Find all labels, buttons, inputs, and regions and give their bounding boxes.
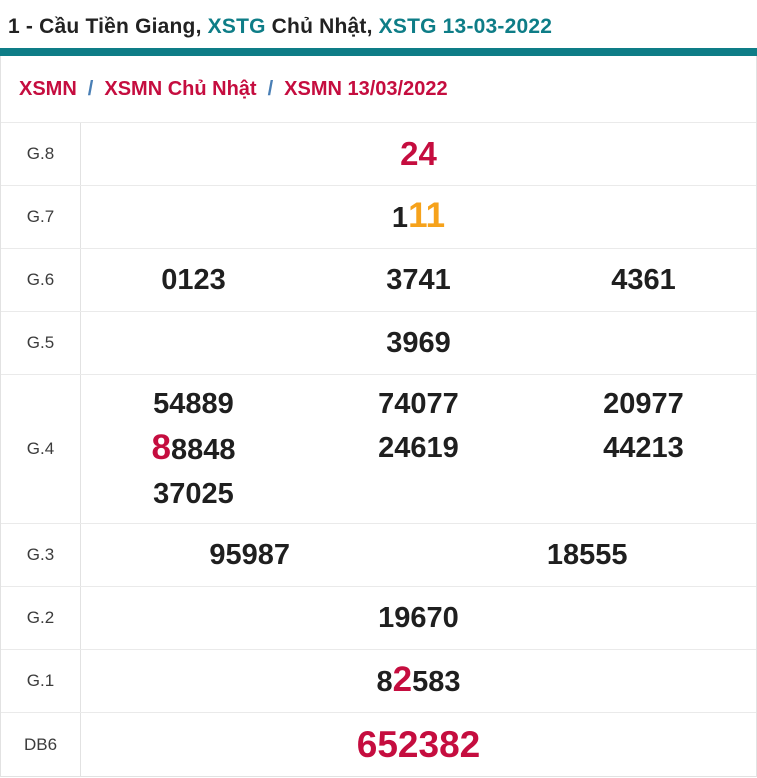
prize-label-g3: G.3 [1,524,81,586]
prize-label-g2: G.2 [1,587,81,649]
prize-value: 54889 [81,382,306,426]
prize-value: 95987 [81,533,419,577]
prize-value-line: 0123 3741 4361 [81,258,756,302]
results-table: XSMN / XSMN Chủ Nhật / XSMN 13/03/2022 G… [0,56,757,777]
page-title: 1 - Cầu Tiền Giang, XSTG Chủ Nhật, XSTG … [0,0,757,48]
digit-segment: 44213 [603,432,684,464]
prize-value-line: 88848 24619 44213 [81,426,756,472]
digit-segment: 18555 [546,539,628,571]
prize-values-g4: 54889 74077 20977 88848 24619 44213 37025 [81,375,756,523]
prize-label-g1: G.1 [1,650,81,712]
prize-values-g6: 0123 3741 4361 [81,249,756,311]
prize-value-line: 54889 74077 20977 [81,382,756,426]
digit-segment: 95987 [209,539,291,571]
digit-segment: 24619 [378,432,459,464]
highlight-digit: 24 [400,135,437,172]
breadcrumb-link-xsmn-chu-nhat[interactable]: XSMN Chủ Nhật [104,77,257,100]
digit-segment: 0123 [161,264,226,296]
digit-segment: 54889 [153,388,234,420]
digit-segment: 20977 [603,388,684,420]
digit-segment: 19670 [378,602,459,634]
prize-row-g3: G.3 95987 18555 [1,524,756,587]
digit-segment: 583 [412,666,461,698]
prize-values-db6: 652382 [81,713,756,776]
prize-value: 111 [81,194,756,240]
prize-rows: G.8 24 G.7 111 G.6 0123 3741 4361 G.5 3969 G.4 5488… [1,123,756,776]
prize-value-line: 111 [81,194,756,240]
highlight-digit: 11 [408,196,446,235]
prize-row-g5: G.5 3969 [1,312,756,375]
prize-values-g1: 82583 [81,650,756,712]
prize-row-db6: DB6 652382 [1,713,756,776]
prize-values-g7: 111 [81,186,756,248]
prize-value: 652382 [81,721,756,769]
prize-value: 20977 [531,382,756,426]
prize-label-g6: G.6 [1,249,81,311]
digit-segment: 1 [391,202,409,234]
prize-value [531,472,756,516]
prize-label-g4: G.4 [1,375,81,523]
breadcrumb-separator: / [87,77,94,100]
prize-values-g2: 19670 [81,587,756,649]
prize-label-db6: DB6 [1,713,81,776]
page-title-part-highlight: XSTG [207,15,266,38]
prize-value-line: 37025 [81,472,756,516]
prize-value: 18555 [419,533,757,577]
prize-values-g5: 3969 [81,312,756,374]
prize-value-line: 19670 [81,596,756,640]
prize-value [306,472,531,516]
prize-value: 37025 [81,472,306,516]
prize-value: 0123 [81,258,306,302]
prize-value-line: 3969 [81,321,756,365]
prize-value: 82583 [81,658,756,704]
prize-value: 24 [81,132,756,176]
prize-row-g4: G.4 54889 74077 20977 88848 24619 44213 37025 [1,375,756,524]
prize-value-line: 95987 18555 [81,533,756,577]
prize-value-line: 24 [81,132,756,176]
digit-segment: 37025 [153,478,234,510]
prize-value: 88848 [81,426,306,472]
prize-value: 44213 [531,426,756,472]
highlight-digit: 2 [392,660,413,699]
prize-values-g3: 95987 18555 [81,524,756,586]
page-title-part-highlight: XSTG 13-03-2022 [378,15,553,38]
prize-value-line: 652382 [81,721,756,769]
prize-value: 3741 [306,258,531,302]
prize-value-line: 82583 [81,658,756,704]
prize-values-g8: 24 [81,123,756,185]
prize-value: 3969 [81,321,756,365]
digit-segment: 74077 [378,388,459,420]
digit-segment: 8 [376,666,393,698]
digit-segment: 4361 [611,264,676,296]
highlight-digit: 8 [151,428,171,467]
prize-row-g6: G.6 0123 3741 4361 [1,249,756,312]
breadcrumb: XSMN / XSMN Chủ Nhật / XSMN 13/03/2022 [1,56,756,123]
prize-label-g7: G.7 [1,186,81,248]
prize-label-g5: G.5 [1,312,81,374]
title-divider-bar [0,48,757,56]
prize-value: 24619 [306,426,531,472]
highlight-digit: 652382 [356,723,481,765]
prize-value: 4361 [531,258,756,302]
prize-label-g8: G.8 [1,123,81,185]
digit-segment: 3741 [386,264,451,296]
breadcrumb-link-xsmn-date[interactable]: XSMN 13/03/2022 [284,77,448,100]
breadcrumb-link-xsmn[interactable]: XSMN [19,77,77,100]
prize-row-g1: G.1 82583 [1,650,756,713]
digit-segment: 8848 [170,434,236,466]
prize-row-g8: G.8 24 [1,123,756,186]
page-title-part: 1 - Cầu Tiền Giang, [8,15,208,38]
prize-row-g2: G.2 19670 [1,587,756,650]
prize-value: 74077 [306,382,531,426]
prize-value: 19670 [81,596,756,640]
digit-segment: 3969 [386,327,451,359]
breadcrumb-separator: / [267,77,274,100]
page-title-part: Chủ Nhật, [265,15,379,38]
prize-row-g7: G.7 111 [1,186,756,249]
